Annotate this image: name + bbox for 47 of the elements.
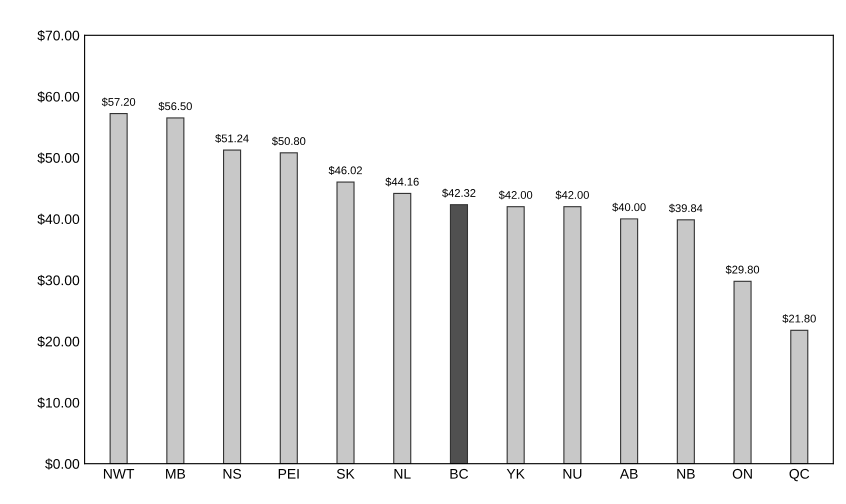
y-tick-label: $50.00 xyxy=(37,152,80,164)
data-label: $42.32 xyxy=(442,188,476,198)
bar xyxy=(110,113,128,464)
x-tick-label: YK xyxy=(506,469,525,479)
y-tick-label: $30.00 xyxy=(37,274,80,286)
x-tick-label: NS xyxy=(224,468,242,479)
x-tick-label: PEI xyxy=(278,469,299,479)
x-tick-label: QC xyxy=(790,468,810,482)
data-label: $44.16 xyxy=(385,177,419,186)
x-tick-label: AB xyxy=(620,469,638,479)
data-label: $21.80 xyxy=(782,314,816,324)
x-tick-label: MB xyxy=(166,469,186,479)
x-tick-label: SK xyxy=(336,468,355,479)
data-label: $39.84 xyxy=(668,204,703,213)
bar xyxy=(336,181,355,464)
data-label: $29.80 xyxy=(726,265,760,274)
y-tick-label: $20.00 xyxy=(37,336,80,348)
bar xyxy=(676,219,695,464)
data-label: $50.80 xyxy=(272,136,306,146)
bar xyxy=(620,218,638,464)
bar xyxy=(790,330,808,464)
bar xyxy=(506,206,525,464)
x-tick-label: ON xyxy=(732,468,752,479)
y-tick-label: $10.00 xyxy=(37,397,80,408)
y-tick-label: $70.00 xyxy=(37,30,80,42)
bar xyxy=(393,192,412,464)
x-tick-label: NWT xyxy=(104,469,134,479)
bar xyxy=(563,206,582,464)
data-label: $57.20 xyxy=(102,98,136,107)
data-label: $46.02 xyxy=(328,166,362,175)
x-tick-label: BC xyxy=(450,468,468,479)
data-label: $56.50 xyxy=(158,102,192,111)
y-tick-label: $40.00 xyxy=(37,214,80,225)
bar xyxy=(280,152,298,464)
bar xyxy=(450,204,468,464)
bar xyxy=(223,150,242,464)
bar xyxy=(733,280,752,464)
data-label: $42.00 xyxy=(498,190,532,200)
data-label: $40.00 xyxy=(612,202,646,212)
bar xyxy=(166,117,184,464)
y-tick-label: $0.00 xyxy=(45,458,80,470)
x-tick-label: NL xyxy=(394,469,411,479)
x-tick-label: NU xyxy=(564,469,582,479)
y-tick-label: $60.00 xyxy=(37,91,80,102)
data-label: $51.24 xyxy=(215,134,249,143)
x-tick-label: NB xyxy=(677,469,695,479)
data-label: $42.00 xyxy=(556,190,589,200)
